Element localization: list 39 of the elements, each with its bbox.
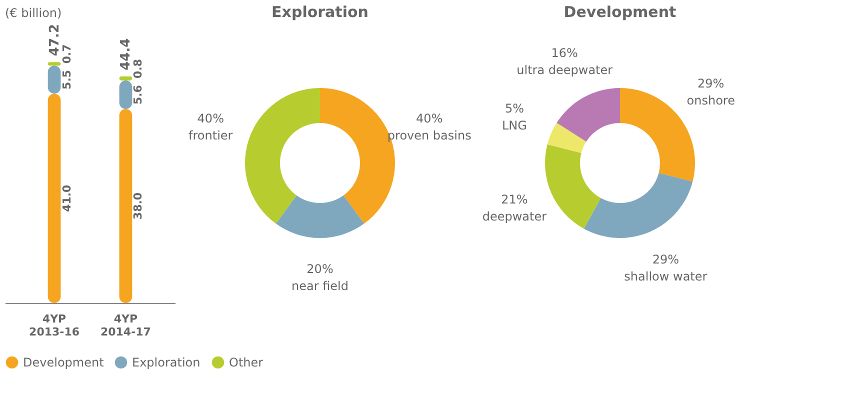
x-tick-label: 4YP 2013-16 bbox=[29, 312, 80, 338]
chart-title: Exploration bbox=[272, 3, 368, 21]
slice-label: ultra deepwater bbox=[516, 63, 613, 78]
data-label: 29% bbox=[652, 252, 680, 267]
donut-slice bbox=[276, 195, 364, 238]
total-label: 44.4 bbox=[118, 38, 134, 70]
legend-label: Development bbox=[23, 355, 104, 370]
legend-label: Exploration bbox=[132, 355, 200, 370]
data-label: 20% bbox=[306, 262, 334, 276]
slice-label: deepwater bbox=[482, 210, 547, 224]
data-label: 5% bbox=[504, 101, 524, 116]
legend-label: Other bbox=[229, 355, 264, 370]
data-label: 38.0 bbox=[132, 192, 145, 220]
slice-label: LNG bbox=[502, 118, 527, 132]
y-axis-title: (€ billion) bbox=[5, 6, 62, 20]
total-label: 47.2 bbox=[47, 24, 62, 56]
slice-label: near field bbox=[292, 279, 348, 293]
donut-slice bbox=[556, 88, 620, 142]
donut-slice bbox=[245, 88, 320, 224]
donut-slice bbox=[545, 144, 601, 229]
data-label: 5.5 bbox=[60, 70, 74, 90]
donut-slice bbox=[547, 122, 586, 154]
slice-label: shallow water bbox=[624, 270, 708, 284]
data-label: 5.6 bbox=[132, 84, 145, 105]
bar bbox=[119, 109, 132, 303]
data-label: 40% bbox=[197, 111, 224, 126]
data-label: 0.8 bbox=[132, 58, 145, 78]
data-label: 16% bbox=[551, 46, 578, 60]
data-label: 29% bbox=[698, 76, 724, 91]
slice-label: frontier bbox=[188, 128, 233, 142]
chart-title: Development bbox=[564, 3, 676, 21]
data-label: 0.7 bbox=[60, 44, 74, 64]
bar bbox=[48, 94, 61, 303]
x-tick-label: 4YP 2014-17 bbox=[100, 312, 151, 338]
data-label: 41.0 bbox=[60, 184, 74, 212]
data-label: 21% bbox=[501, 192, 528, 207]
data-label: 40% bbox=[416, 111, 443, 126]
slice-label: onshore bbox=[686, 94, 735, 108]
donut-slice bbox=[584, 172, 693, 238]
